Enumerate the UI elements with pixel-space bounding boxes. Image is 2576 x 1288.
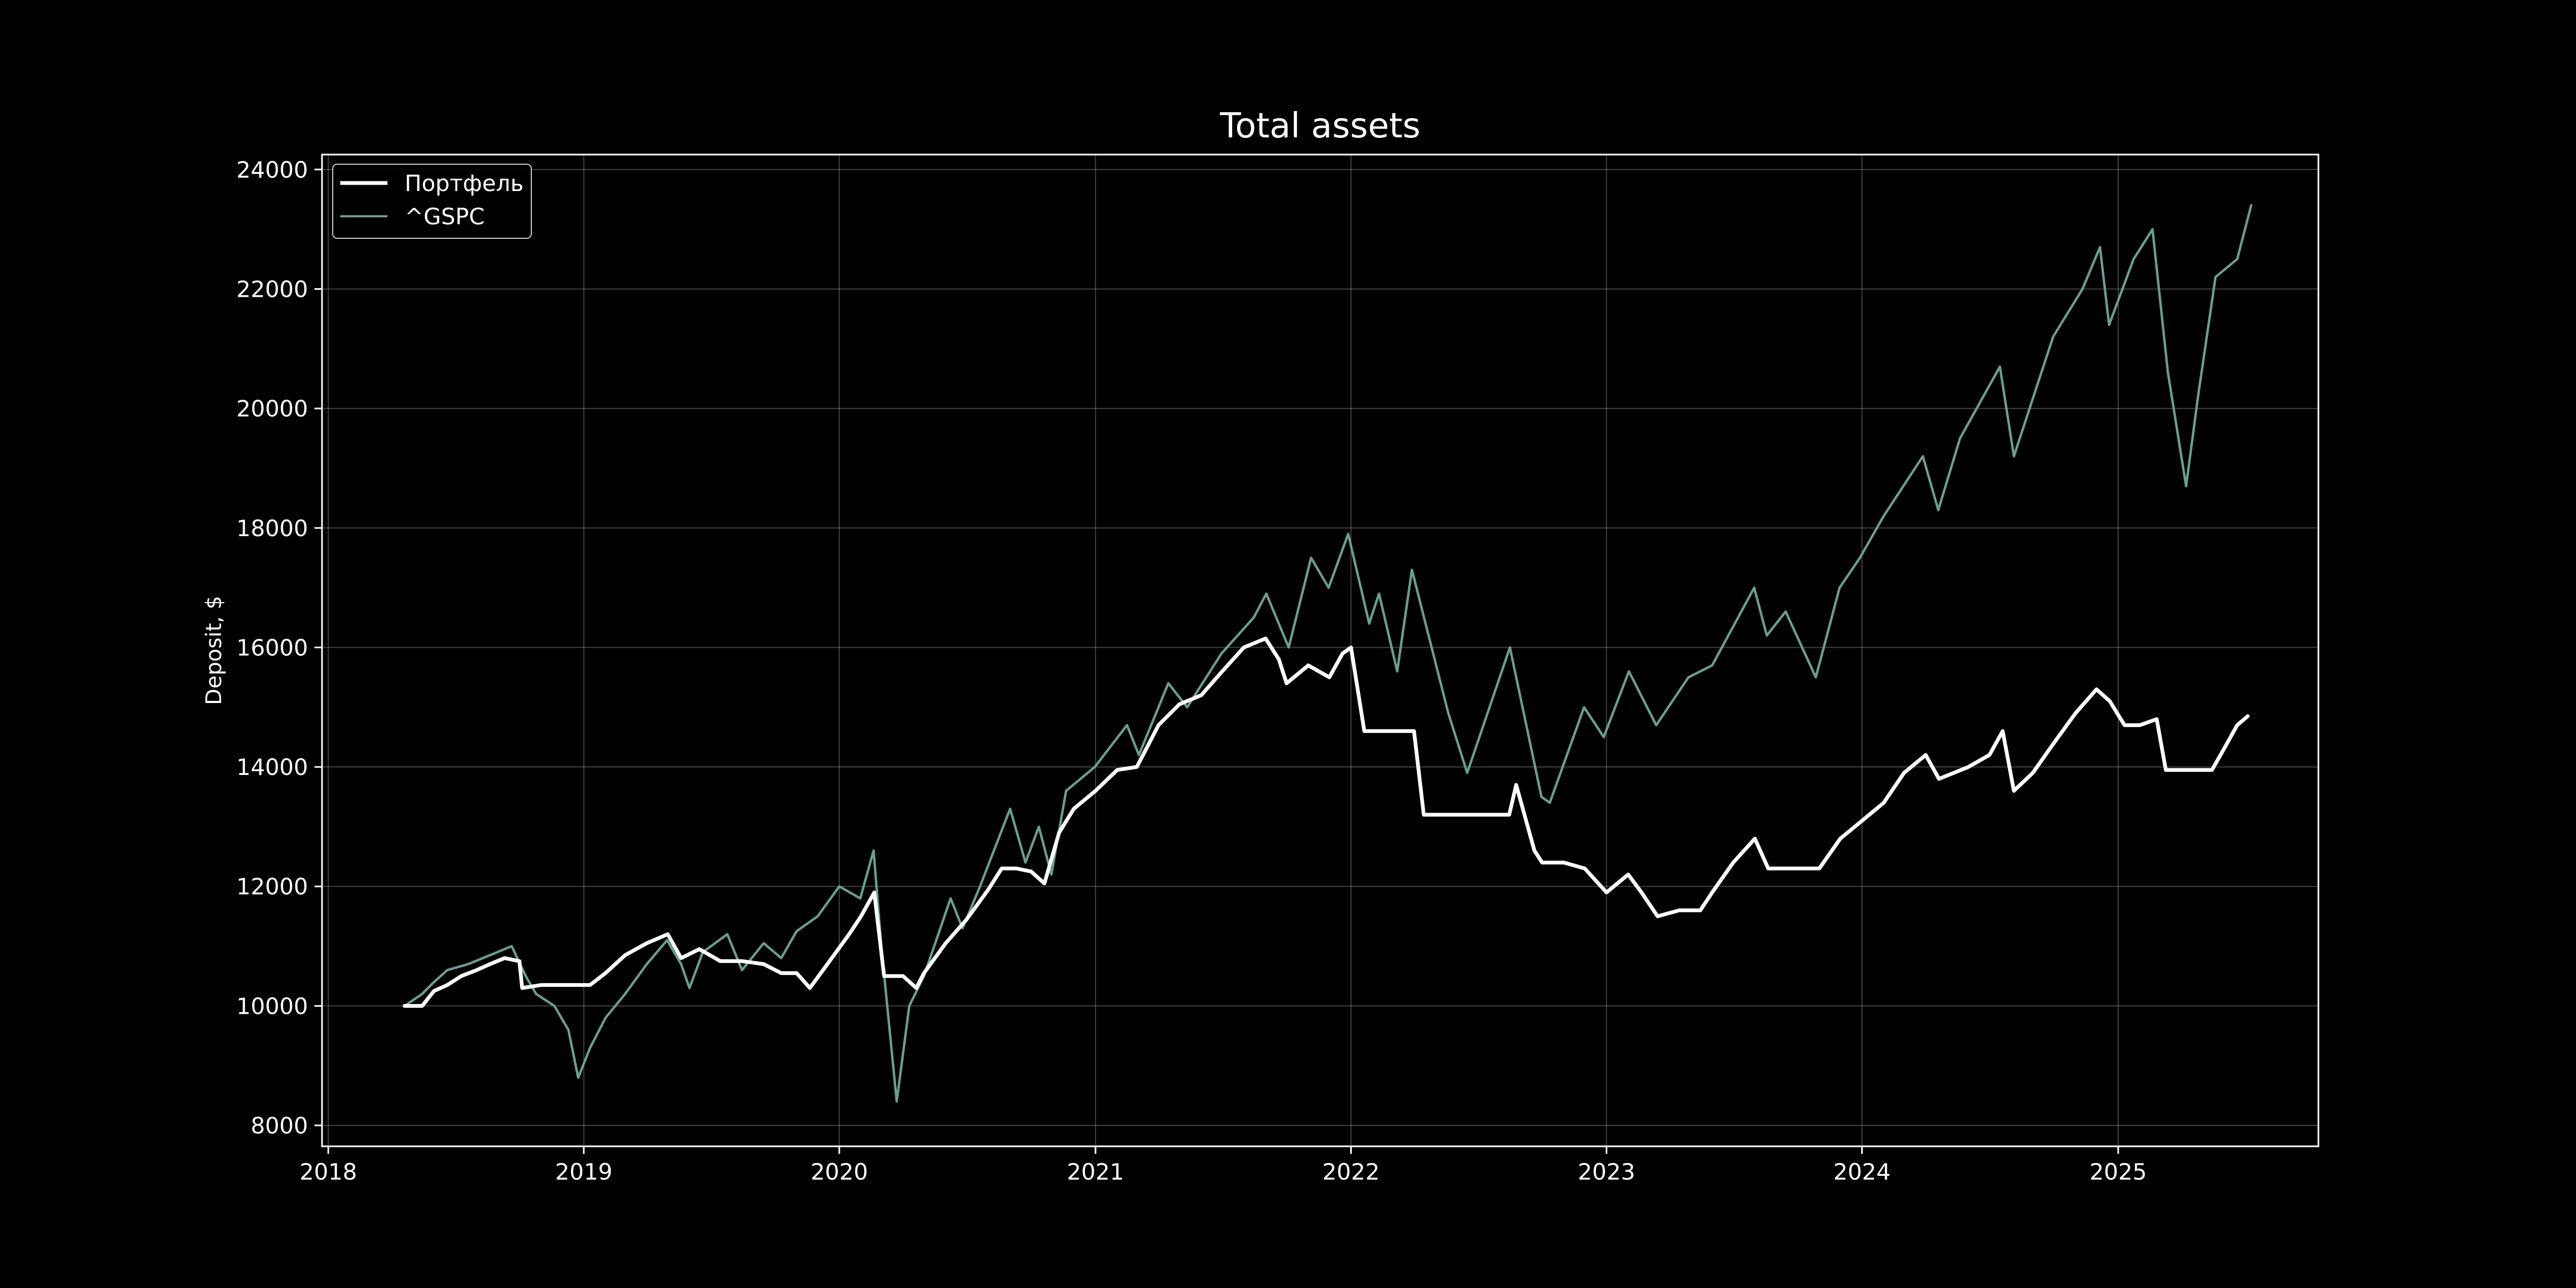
x-tick-label: 2022 <box>1322 1159 1380 1185</box>
y-tick-label: 22000 <box>236 276 308 302</box>
plot-frame <box>321 153 2319 1147</box>
y-tick-label: 10000 <box>236 993 308 1019</box>
y-tick-label: 18000 <box>236 515 308 541</box>
grid <box>322 155 2318 1146</box>
legend-label-portfolio: Портфель <box>405 170 524 196</box>
y-axis: 8000 10000 12000 14000 16000 18000 20000 22000 2… <box>236 157 322 1139</box>
y-axis-label: Deposit, $ <box>202 596 226 705</box>
legend-label-gspc: ^GSPC <box>405 203 485 230</box>
x-tick-label: 2020 <box>810 1159 868 1185</box>
x-axis: 2018 2019 2020 2021 2022 2023 2024 2025 <box>299 1146 2147 1185</box>
y-tick-label: 16000 <box>236 634 308 661</box>
x-tick-label: 2025 <box>2090 1159 2147 1185</box>
y-tick-label: 20000 <box>236 396 308 422</box>
x-tick-label: 2023 <box>1578 1159 1635 1185</box>
y-tick-label: 14000 <box>236 754 308 780</box>
legend: Портфель ^GSPC <box>332 164 532 239</box>
series-line-portfolio <box>402 636 2250 1008</box>
x-tick-label: 2021 <box>1067 1159 1124 1185</box>
plot-series <box>402 204 2253 1103</box>
x-tick-label: 2024 <box>1833 1159 1891 1185</box>
y-tick-label: 12000 <box>236 874 308 900</box>
chart-title: Total assets <box>1219 106 1421 146</box>
x-tick-label: 2018 <box>299 1159 357 1185</box>
x-tick-label: 2019 <box>555 1159 612 1185</box>
series-line-gspc <box>403 204 2253 1103</box>
y-tick-label: 24000 <box>236 157 308 183</box>
y-tick-label: 8000 <box>251 1113 308 1139</box>
